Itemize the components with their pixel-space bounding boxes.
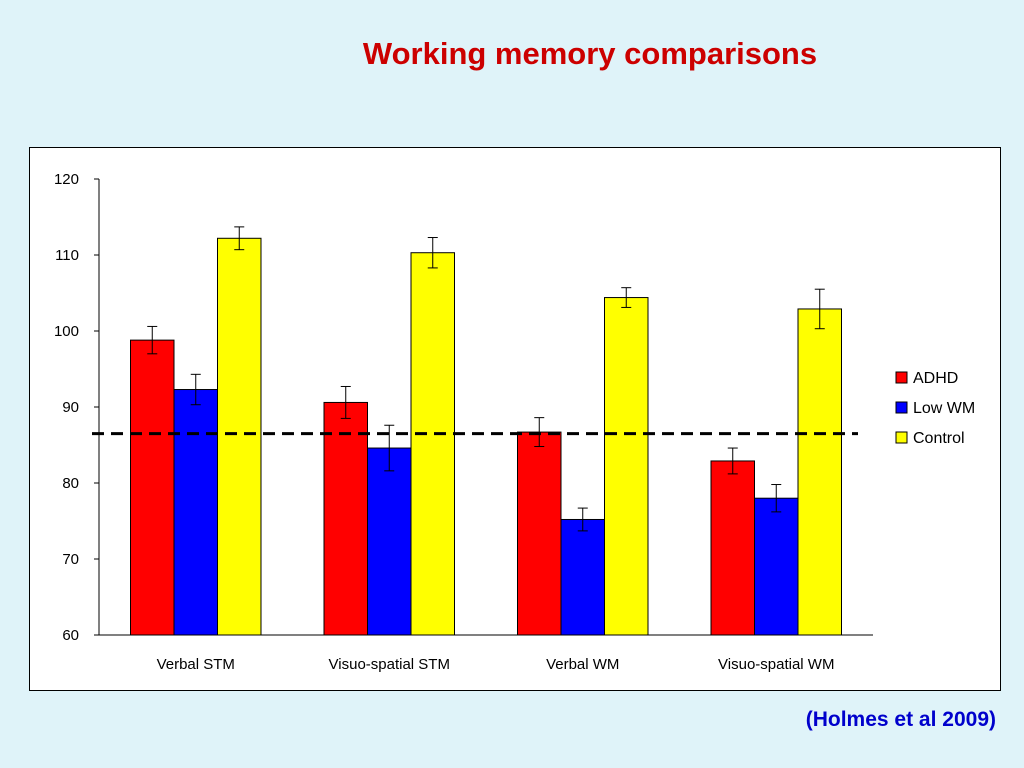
bar: [604, 297, 649, 636]
legend-swatch: [895, 371, 908, 384]
bar: [710, 460, 755, 636]
y-tick-label: 90: [62, 399, 79, 416]
bar-chart: 60 70 80 90 100 110 120 Verbal STM Visuo-spatial…: [54, 171, 975, 673]
chart-container: 60 70 80 90 100 110 120 Verbal STM Visuo-spatial…: [29, 147, 1001, 691]
x-tick-label: Visuo-spatial WM: [718, 656, 834, 673]
slide-title: Working memory comparisons: [362, 36, 818, 71]
legend-label: Control: [913, 430, 965, 447]
legend-label: ADHD: [913, 370, 958, 387]
x-tick-label: Verbal WM: [546, 656, 619, 673]
bar: [517, 431, 562, 636]
bar: [173, 389, 218, 636]
legend-swatch: [895, 431, 908, 444]
y-tick-label: 60: [62, 627, 79, 644]
bar: [217, 237, 262, 636]
x-tick-label: Visuo-spatial STM: [329, 656, 450, 673]
bar: [367, 447, 412, 636]
bar: [754, 497, 799, 636]
legend-label: Low WM: [913, 400, 975, 417]
legend-swatch: [895, 401, 908, 414]
bar: [323, 401, 368, 636]
y-tick-label: 110: [55, 247, 79, 264]
x-tick-label: Verbal STM: [157, 656, 235, 673]
bar: [560, 518, 605, 636]
bar: [130, 339, 175, 636]
citation: (Holmes et al 2009): [805, 708, 996, 731]
y-tick-label: 80: [62, 475, 79, 492]
bar: [410, 252, 455, 636]
y-tick-label: 120: [54, 171, 79, 188]
y-tick-label: 70: [62, 551, 79, 568]
y-tick-label: 100: [54, 323, 79, 340]
bar: [797, 308, 842, 636]
